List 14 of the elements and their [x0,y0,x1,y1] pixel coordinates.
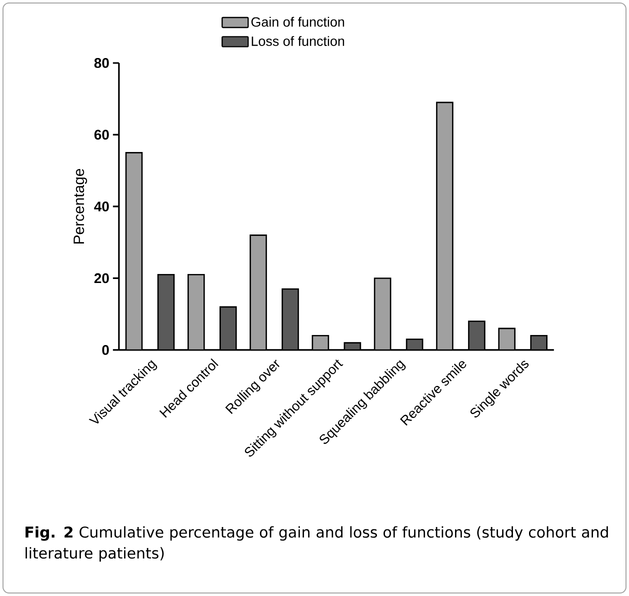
bar [436,102,454,350]
bar [157,274,175,350]
y-tick-label: 0 [102,345,109,355]
y-tick-label: 40 [94,202,109,212]
y-axis-title: Percentage [74,168,88,244]
text: Fig. 2 Cumulative percentage of gain and loss of functions (study cohort and literature patients) [26,526,608,562]
bar [250,234,267,350]
y-tick-label: 60 [94,130,109,140]
y-tick-label: 80 [94,58,109,68]
bar [374,278,392,350]
bar [125,152,143,350]
legend-label: Gain of function [251,16,344,27]
y-tick-label: 20 [94,273,109,284]
legend-label: Loss of function [252,36,344,46]
